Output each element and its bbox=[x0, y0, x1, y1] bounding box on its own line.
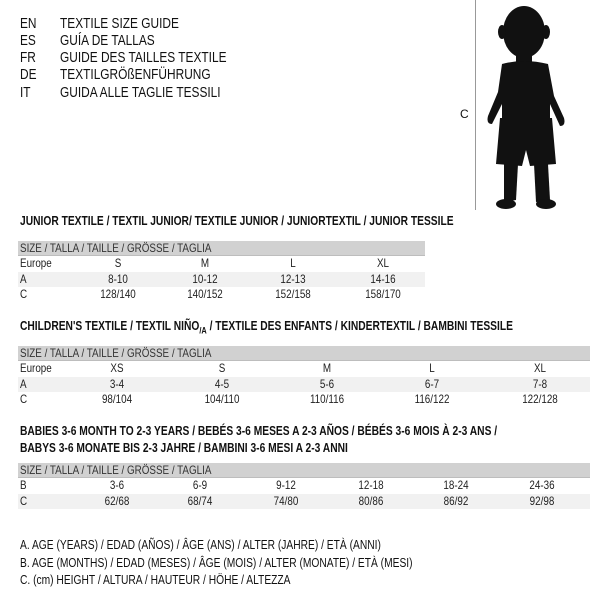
babies-title-line2: BABYS 3-6 MONATE BIS 2-3 JAHRE / BAMBINI… bbox=[20, 441, 348, 455]
table-row: Europe S M L XL bbox=[20, 256, 390, 270]
table-row: A 8-10 10-12 12-13 14-16 bbox=[18, 271, 425, 287]
table-row: C 128/140 140/152 152/158 158/170 bbox=[20, 287, 401, 301]
legend-a: A. AGE (YEARS) / EDAD (AÑOS) / ÂGE (ANS)… bbox=[20, 538, 381, 552]
table-row: C 62/68 68/74 74/80 80/86 86/92 92/98 bbox=[18, 493, 590, 509]
junior-title: JUNIOR TEXTILE / TEXTIL JUNIOR/ TEXTILE … bbox=[20, 214, 454, 228]
table-row: C 98/104 104/110 110/116 116/122 122/128 bbox=[20, 392, 558, 406]
junior-size-table: SIZE / TALLA / TAILLE / GRÖSSE / TAGLIA … bbox=[18, 241, 425, 303]
children-size-table: SIZE / TALLA / TAILLE / GRÖSSE / TAGLIA … bbox=[18, 346, 590, 408]
table-header: SIZE / TALLA / TAILLE / GRÖSSE / TAGLIA bbox=[18, 346, 590, 361]
table-header: SIZE / TALLA / TAILLE / GRÖSSE / TAGLIA bbox=[18, 463, 590, 478]
measure-line bbox=[475, 0, 476, 210]
children-title: CHILDREN'S TEXTILE / TEXTIL NIÑO/A / TEX… bbox=[20, 319, 513, 336]
table-header: SIZE / TALLA / TAILLE / GRÖSSE / TAGLIA bbox=[18, 241, 425, 256]
table-row: Europe XS S M L XL bbox=[20, 361, 547, 375]
legend: A. AGE (YEARS) / EDAD (AÑOS) / ÂGE (ANS)… bbox=[20, 537, 499, 590]
legend-b: B. AGE (MONTHS) / EDAD (MESES) / ÂGE (MO… bbox=[20, 555, 413, 570]
table-row: A 3-4 4-5 5-6 6-7 7-8 bbox=[18, 376, 590, 392]
legend-c: C. (cm) HEIGHT / ALTURA / HAUTEUR / HÖHE… bbox=[20, 573, 291, 587]
babies-title-line1: BABIES 3-6 MONTH TO 2-3 YEARS / BEBÉS 3-… bbox=[20, 424, 498, 438]
table-row: B 3-6 6-9 9-12 12-18 18-24 24-36 bbox=[20, 478, 555, 492]
child-silhouette-icon bbox=[487, 6, 565, 209]
height-label: C bbox=[460, 107, 469, 121]
babies-size-table: SIZE / TALLA / TAILLE / GRÖSSE / TAGLIA … bbox=[18, 463, 590, 509]
